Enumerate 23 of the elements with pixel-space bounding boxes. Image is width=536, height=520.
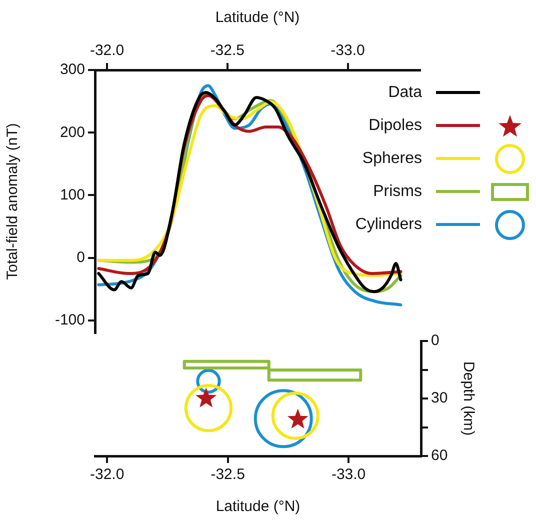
x-tick-label: -32.0	[90, 466, 124, 484]
x-tick-label: -32.5	[210, 42, 245, 60]
x-tick-label: -33.0	[330, 42, 365, 60]
legend-label: Prisms	[373, 182, 422, 200]
y-tick-label: 100	[60, 186, 85, 204]
y-tick-label: 0	[431, 332, 440, 350]
x-tick-label: -32.5	[210, 466, 245, 484]
y-tick-label: -100	[54, 312, 85, 329]
y-tick-label: 30	[431, 390, 448, 407]
y-tick-label: 60	[431, 447, 448, 464]
legend-label: Dipoles	[368, 116, 422, 134]
y-axis-title: Depth (km)	[460, 361, 477, 436]
x-axis-title: Latitude (°N)	[215, 9, 300, 26]
x-tick-label: -32.0	[90, 42, 124, 60]
legend-label: Spheres	[362, 150, 422, 168]
x-axis-title: Latitude (°N)	[216, 498, 300, 516]
legend-label: Cylinders	[355, 216, 422, 234]
y-tick-label: 200	[60, 124, 85, 141]
y-tick-label: 300	[60, 61, 85, 78]
legend-label: Data	[388, 84, 422, 102]
x-tick-label: -33.0	[331, 466, 366, 484]
y-axis-title: Total-field anomaly (nT)	[4, 123, 22, 280]
y-tick-label: 0	[76, 249, 85, 266]
